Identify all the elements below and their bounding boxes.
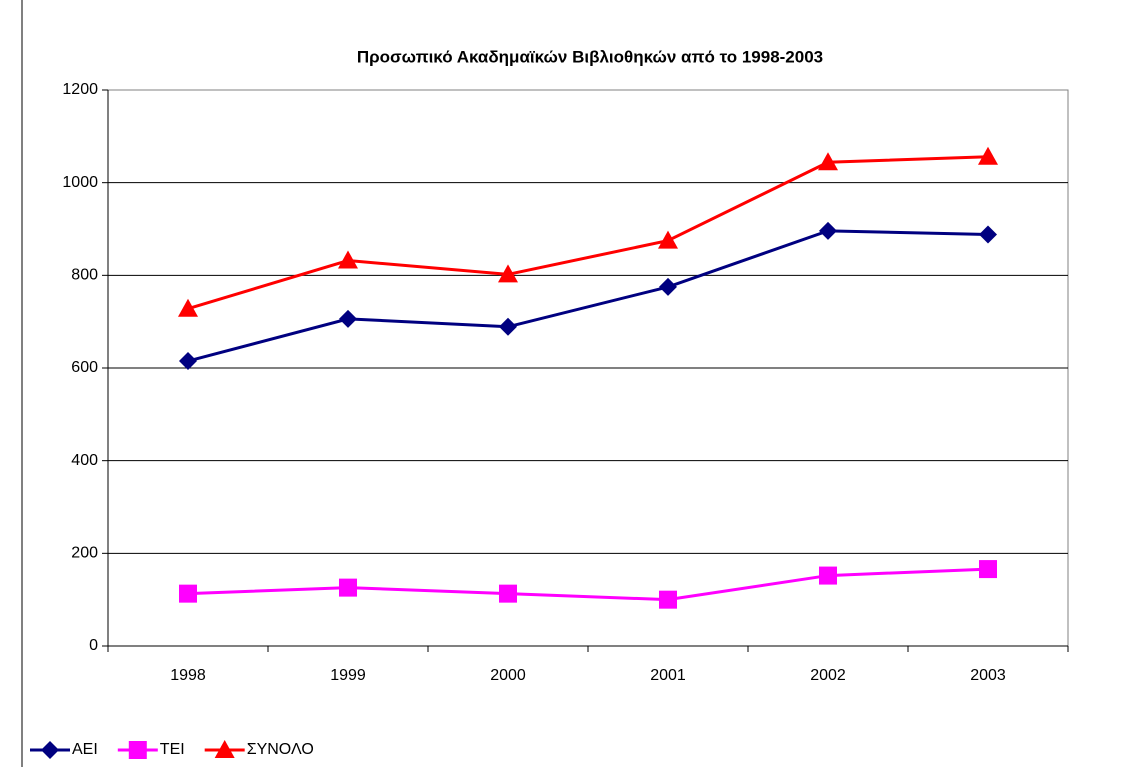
legend-marker — [41, 741, 59, 759]
y-tick-label: 1200 — [62, 81, 98, 98]
marker — [979, 225, 997, 244]
marker — [499, 317, 517, 336]
x-tick-label: 2003 — [970, 667, 1006, 684]
series-line — [187, 155, 989, 311]
legend-marker — [214, 740, 235, 758]
y-tick-label: 400 — [71, 452, 98, 469]
legend-label: ΣΥΝΟΛΟ — [247, 741, 314, 758]
x-tick-label: 1999 — [330, 667, 366, 684]
y-tick-label: 600 — [71, 359, 98, 376]
legend-marker — [128, 741, 147, 759]
y-tick-label: 200 — [71, 545, 98, 562]
marker — [339, 578, 357, 597]
marker — [818, 152, 838, 171]
legend-label: ΑΕΙ — [72, 741, 98, 758]
marker — [178, 298, 198, 317]
marker — [179, 584, 197, 603]
marker — [499, 584, 517, 603]
marker — [179, 352, 197, 371]
x-tick-label: 2002 — [810, 667, 846, 684]
marker — [979, 560, 997, 579]
marker — [978, 146, 998, 165]
marker — [819, 221, 837, 240]
marker — [338, 250, 358, 269]
marker — [659, 590, 677, 609]
marker — [819, 566, 837, 585]
series-line — [187, 567, 989, 602]
x-tick-label: 2001 — [650, 667, 686, 684]
x-tick-label: 1998 — [170, 667, 206, 684]
y-tick-label: 1000 — [62, 174, 98, 191]
chart-title: Προσωπικό Ακαδημαϊκών Βιβλιοθηκών από το… — [357, 47, 823, 66]
x-tick-label: 2000 — [490, 667, 526, 684]
series-line — [187, 229, 989, 363]
y-tick-label: 800 — [71, 267, 98, 284]
legend-label: ΤΕΙ — [160, 741, 185, 758]
y-tick-label: 0 — [89, 637, 98, 654]
marker — [498, 264, 518, 283]
marker — [659, 277, 677, 296]
marker — [339, 309, 357, 328]
marker — [658, 230, 678, 249]
